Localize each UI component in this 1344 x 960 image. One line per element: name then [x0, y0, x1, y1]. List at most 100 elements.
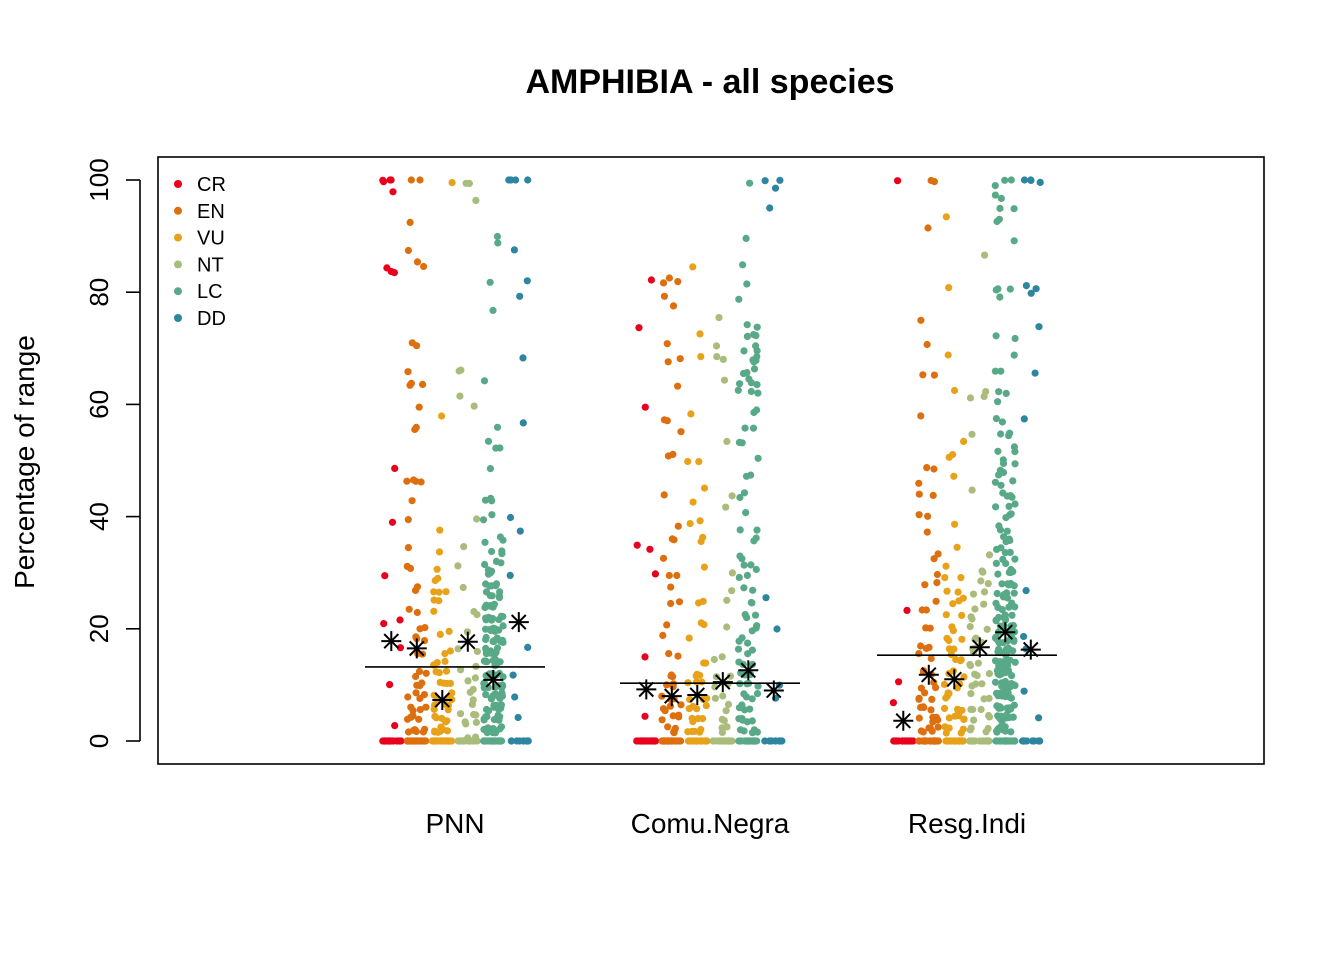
- data-point-dd: [1027, 289, 1035, 297]
- y-tick-label: 0: [84, 734, 114, 748]
- data-point-vu: [696, 330, 704, 338]
- data-point-lc: [994, 703, 1002, 711]
- chart-title: AMPHIBIA - all species: [525, 63, 894, 101]
- data-point-lc: [743, 280, 751, 288]
- data-point-en: [927, 176, 935, 185]
- data-point-nt: [984, 580, 992, 588]
- data-point-en: [663, 621, 671, 629]
- data-point-lc: [1007, 728, 1015, 736]
- data-point-lc: [753, 406, 761, 414]
- data-point-lc: [735, 295, 743, 303]
- data-point-vu: [940, 680, 949, 689]
- data-point-en: [675, 598, 684, 606]
- data-point-lc: [489, 306, 497, 314]
- data-point-vu: [957, 729, 965, 737]
- data-point-lc: [1001, 693, 1010, 701]
- data-point-vu: [435, 588, 443, 596]
- y-tick-label: 80: [84, 278, 114, 307]
- data-point-en: [667, 599, 675, 608]
- data-point-cr: [380, 620, 388, 628]
- data-point-vu: [432, 714, 440, 722]
- data-point-en: [659, 554, 668, 562]
- data-point-dd: [516, 737, 524, 745]
- data-point-vu: [430, 737, 438, 745]
- data-point-nt: [968, 682, 976, 690]
- data-point-lc: [491, 625, 499, 633]
- data-point-en: [915, 511, 923, 519]
- data-point-vu: [957, 574, 965, 582]
- data-point-en: [404, 246, 412, 255]
- data-point-en: [415, 667, 424, 676]
- mean-marker-dd: [763, 680, 784, 701]
- data-point-vu: [954, 588, 962, 596]
- data-point-dd: [523, 277, 531, 285]
- data-point-vu: [697, 353, 705, 361]
- data-point-lc: [992, 415, 1001, 423]
- data-point-lc: [489, 656, 497, 665]
- data-point-vu: [958, 737, 966, 745]
- data-point-en: [674, 522, 682, 530]
- data-point-nt: [459, 583, 467, 592]
- data-point-lc: [1011, 460, 1019, 468]
- data-point-lc: [735, 573, 743, 582]
- data-point-vu: [697, 537, 705, 546]
- data-point-vu: [689, 498, 697, 506]
- data-point-nt: [980, 588, 989, 596]
- data-point-en: [413, 608, 421, 617]
- data-point-nt: [985, 713, 994, 721]
- data-point-nt: [723, 623, 731, 631]
- data-point-en: [674, 278, 682, 286]
- data-point-cr: [647, 276, 656, 284]
- data-point-dd: [1035, 714, 1043, 722]
- data-point-en: [916, 737, 924, 745]
- mean-marker-vu: [687, 685, 708, 705]
- data-point-en: [404, 516, 412, 524]
- legend-label-dd: DD: [197, 308, 226, 330]
- data-point-vu: [700, 484, 709, 492]
- data-point-cr: [903, 606, 911, 615]
- legend-swatch-nt: [174, 260, 182, 269]
- data-point-dd: [1027, 176, 1035, 184]
- data-point-en: [416, 176, 424, 184]
- data-point-nt: [985, 670, 994, 678]
- data-point-dd: [519, 354, 527, 362]
- data-point-en: [925, 643, 933, 652]
- data-point-nt: [728, 587, 736, 595]
- data-point-lc: [743, 332, 752, 340]
- data-point-lc: [741, 611, 749, 619]
- data-point-lc: [488, 547, 496, 556]
- mean-marker-en: [406, 638, 427, 659]
- data-point-en: [663, 681, 671, 689]
- data-point-vu: [684, 728, 692, 736]
- data-point-lc: [485, 613, 493, 622]
- legend-label-lc: LC: [197, 281, 223, 303]
- data-point-en: [923, 528, 931, 536]
- data-point-nt: [719, 355, 727, 363]
- data-point-lc: [751, 611, 760, 619]
- legend-swatch-cr: [174, 180, 182, 188]
- data-point-vu: [436, 737, 445, 745]
- data-point-en: [670, 536, 678, 544]
- data-point-lc: [747, 387, 755, 396]
- data-point-nt: [719, 692, 727, 700]
- data-point-dd: [1022, 282, 1030, 290]
- data-point-lc: [992, 503, 1000, 511]
- data-point-lc: [998, 682, 1006, 690]
- data-point-nt: [472, 711, 480, 719]
- mean-marker-en: [661, 686, 682, 707]
- data-point-en: [404, 544, 412, 552]
- data-point-vu: [949, 627, 958, 635]
- data-point-nt: [724, 700, 733, 709]
- data-point-nt: [720, 376, 729, 384]
- data-point-lc: [992, 599, 1000, 607]
- data-point-lc: [1003, 527, 1011, 535]
- data-point-en: [669, 302, 678, 310]
- data-point-lc: [495, 592, 503, 600]
- data-point-cr: [389, 188, 397, 196]
- data-point-lc: [754, 454, 762, 462]
- data-point-vu: [435, 669, 443, 677]
- data-point-lc: [744, 639, 752, 647]
- data-point-lc: [998, 418, 1007, 426]
- data-point-cr: [386, 681, 394, 689]
- data-point-lc: [991, 678, 1000, 686]
